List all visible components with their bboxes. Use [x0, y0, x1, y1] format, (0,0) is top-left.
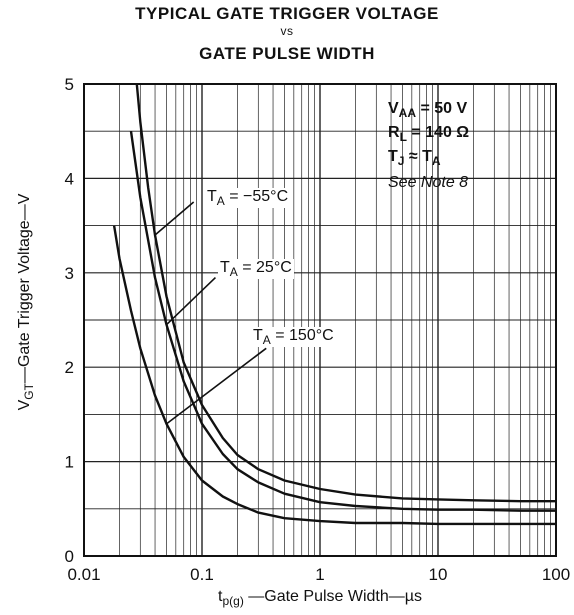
- x-tick-label: 100: [542, 565, 570, 584]
- curve-label-leader: [154, 201, 195, 236]
- x-tick-label: 1: [315, 565, 324, 584]
- x-axis-label: tp(g) —Gate Pulse Width—µs: [218, 588, 422, 609]
- curve-label-minus55: TA = −55°C: [205, 188, 291, 209]
- x-tick-label: 0.1: [190, 565, 214, 584]
- curve-label-leader: [165, 347, 267, 425]
- y-tick-label: 1: [65, 453, 74, 472]
- chart-title-line3: GATE PULSE WIDTH: [199, 44, 375, 63]
- curve-25c: [129, 131, 556, 512]
- y-tick-label: 5: [65, 75, 74, 94]
- curve-label-150: TA = 150°C: [251, 327, 336, 348]
- y-axis-label: VGT—Gate Trigger Voltage—V: [15, 193, 37, 411]
- curve-150c: [112, 225, 556, 526]
- condition-vaa: VAA = 50 V: [388, 100, 468, 121]
- curve-label-leader: [165, 276, 217, 326]
- chart-title-line2: vs: [280, 24, 294, 38]
- x-tick-label: 0.01: [67, 565, 100, 584]
- x-tick-label: 10: [429, 565, 448, 584]
- curve-label-25: TA = 25°C: [218, 259, 294, 280]
- plot-frame: [83, 83, 557, 557]
- condition-note: See Note 8: [388, 174, 469, 191]
- y-tick-label: 4: [65, 169, 74, 188]
- y-tick-label: 0: [65, 547, 74, 566]
- condition-rl: RL = 140 Ω: [388, 124, 470, 145]
- chart-title-line1: TYPICAL GATE TRIGGER VOLTAGE: [135, 4, 439, 23]
- condition-tj: TJ ≈ TA: [388, 148, 441, 169]
- y-tick-label: 2: [65, 358, 74, 377]
- curve-minus55c: [135, 83, 556, 503]
- y-tick-label: 3: [65, 264, 74, 283]
